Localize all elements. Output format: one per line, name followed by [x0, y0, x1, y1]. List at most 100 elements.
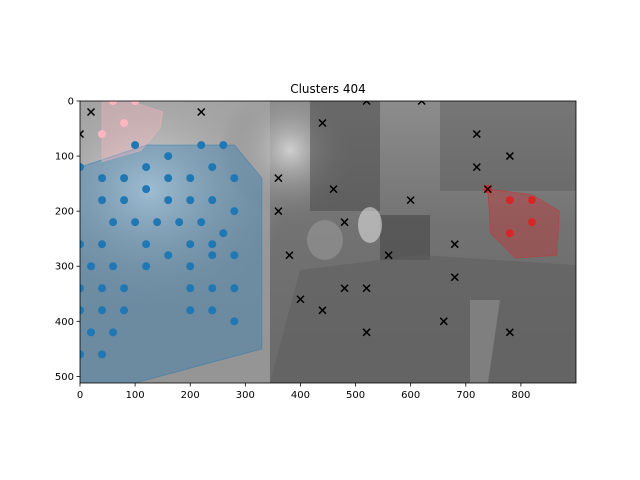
- noise-point: [86, 107, 96, 117]
- y-tick-label: 0: [68, 97, 74, 108]
- noise-point: [340, 284, 349, 293]
- cluster-1-point: [98, 306, 107, 315]
- x-tick-label: 600: [401, 390, 420, 401]
- cluster-1-point: [87, 328, 96, 337]
- noise-point: [274, 174, 283, 183]
- x-tick-label: 700: [456, 390, 475, 401]
- cluster-1-point: [98, 174, 107, 183]
- cluster-1-point: [197, 218, 206, 227]
- cluster-hull-1: [80, 144, 263, 383]
- cluster-3-point: [505, 229, 514, 238]
- cluster-2-point: [109, 101, 118, 105]
- cluster-2-point: [131, 101, 140, 105]
- cluster-1-point: [164, 174, 173, 183]
- cluster-1-point: [186, 284, 195, 293]
- cluster-1-point: [164, 251, 173, 260]
- noise-point: [472, 130, 481, 139]
- cluster-2-point: [120, 119, 129, 128]
- x-tick-label: 0: [77, 390, 83, 401]
- cluster-1-point: [80, 240, 84, 249]
- cluster-1-point: [120, 196, 129, 205]
- cluster-1-point: [208, 240, 217, 249]
- cluster-3-point: [527, 196, 536, 205]
- y-tick-label: 100: [55, 152, 74, 163]
- cluster-1-point: [131, 141, 140, 150]
- noise-point: [439, 317, 448, 326]
- cluster-1-point: [230, 251, 239, 260]
- cluster-1-point: [230, 174, 239, 183]
- noise-point: [505, 152, 514, 161]
- x-axis: 0 100 200 300 400 500 600 700 800: [77, 383, 530, 401]
- noise-point: [362, 284, 371, 293]
- chart-title: Clusters 404: [290, 82, 366, 96]
- cluster-1-point: [120, 174, 129, 183]
- y-axis: 0 100 200 300 400 500: [55, 97, 80, 383]
- cluster-1-point: [142, 240, 151, 249]
- cluster-hulls: [80, 101, 560, 383]
- noise-point: [318, 119, 327, 128]
- y-tick-label: 200: [55, 207, 74, 218]
- cluster-1-point: [120, 284, 129, 293]
- cluster-1-point: [208, 163, 217, 172]
- cluster-1-point: [230, 317, 239, 326]
- cluster-1-point: [208, 251, 217, 260]
- cluster-1-point: [109, 218, 118, 227]
- cluster-1-point: [164, 196, 173, 205]
- cluster-1-point: [197, 141, 206, 150]
- noise-point: [296, 295, 305, 304]
- cluster-1-point: [230, 207, 239, 216]
- x-tick-label: 800: [511, 390, 530, 401]
- cluster-1-point: [142, 185, 151, 194]
- cluster-1-point: [80, 306, 84, 315]
- cluster-1-point: [131, 218, 140, 227]
- cluster-2-point: [98, 130, 107, 139]
- y-tick-label: 300: [55, 262, 74, 273]
- cluster-1-point: [98, 350, 107, 359]
- x-tick-label: 300: [236, 390, 255, 401]
- cluster-1-point: [120, 306, 129, 315]
- background-photo: [80, 101, 576, 383]
- x-tick-label: 100: [126, 390, 145, 401]
- cluster-1-point: [186, 196, 195, 205]
- noise-point: [406, 196, 415, 205]
- cluster-1-point: [186, 262, 195, 271]
- cluster-hull-3: [487, 188, 560, 259]
- cluster-1-point: [80, 284, 84, 293]
- noise-point: [285, 251, 294, 260]
- cluster-1-point: [98, 240, 107, 249]
- noise-point: [362, 101, 371, 106]
- cluster-1-point: [142, 163, 151, 172]
- cluster-1-point: [219, 229, 228, 238]
- noise-point: [384, 251, 393, 260]
- y-tick-label: 400: [55, 317, 74, 328]
- noise-point: [80, 130, 85, 139]
- noise-point: [362, 328, 371, 337]
- cluster-1-point: [186, 306, 195, 315]
- noise-point: [197, 107, 206, 117]
- cluster-1-point: [109, 328, 118, 337]
- cluster-3-point: [527, 218, 536, 227]
- noise-point: [450, 240, 459, 249]
- cluster-hull-2: [101, 101, 164, 163]
- noise-point: [274, 207, 283, 216]
- cluster-1-point: [98, 196, 107, 205]
- cluster-1-point: [98, 284, 107, 293]
- cluster-1-point: [219, 141, 228, 150]
- cluster-1-point: [153, 218, 162, 227]
- cluster-1-point: [80, 163, 84, 172]
- cluster-1-point: [87, 262, 96, 271]
- cluster-1-point: [208, 306, 217, 315]
- cluster-1-point: [230, 284, 239, 293]
- noise-point: [472, 163, 481, 172]
- noise-point: [417, 101, 426, 106]
- cluster-1-point: [142, 262, 151, 271]
- cluster-points: [80, 101, 536, 359]
- cluster-1-point: [109, 262, 118, 271]
- cluster-1-point: [164, 152, 173, 161]
- x-tick-label: 200: [181, 390, 200, 401]
- x-tick-label: 400: [291, 390, 310, 401]
- cluster-3-point: [505, 196, 514, 205]
- cluster-1-point: [208, 284, 217, 293]
- cluster-1-point: [186, 240, 195, 249]
